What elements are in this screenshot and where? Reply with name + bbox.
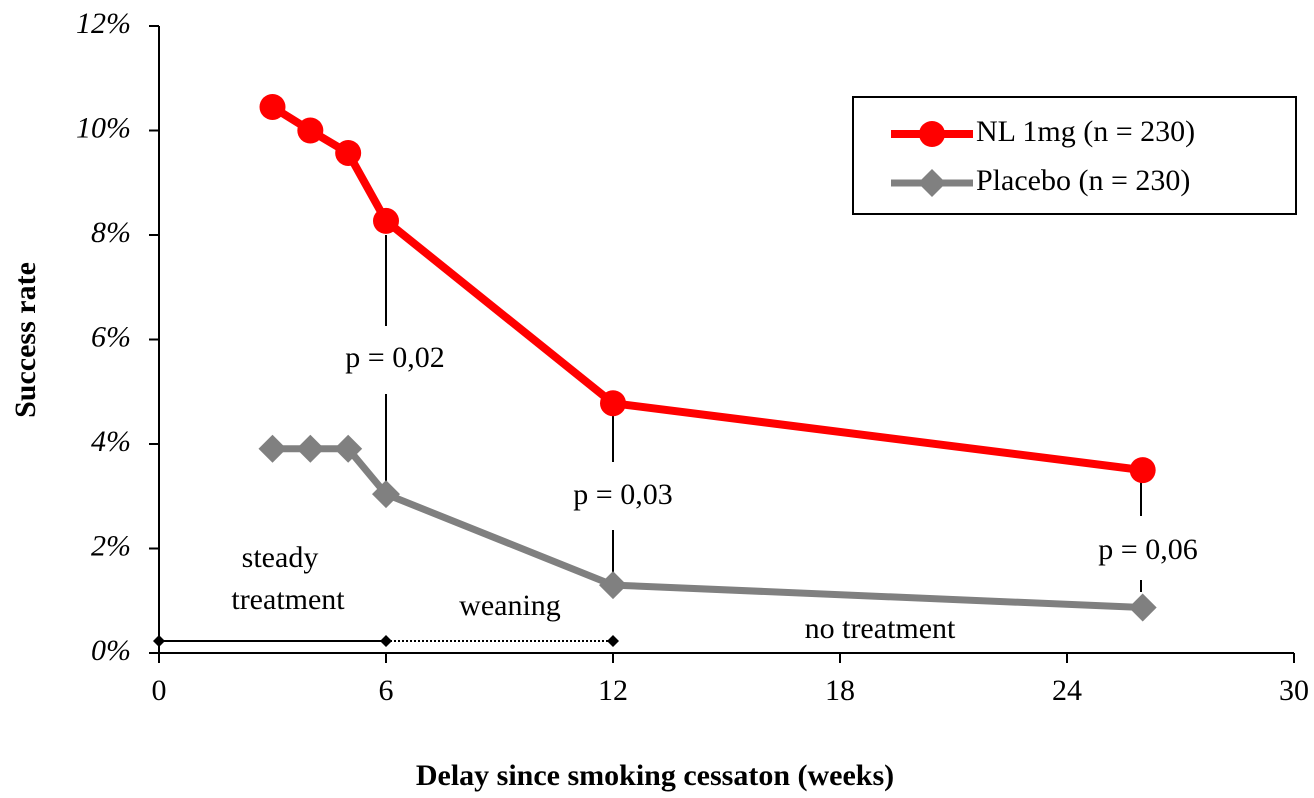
marker — [919, 121, 945, 147]
timeline-marker — [153, 635, 619, 647]
marker — [1129, 457, 1156, 484]
legend-box — [852, 96, 1297, 215]
x-tick-label: 6 — [379, 674, 394, 707]
marker — [297, 117, 324, 144]
annotation: p = 0,06 — [1098, 533, 1197, 566]
y-axis-label: Success rate — [9, 262, 42, 418]
y-tick-label: 4% — [91, 425, 131, 458]
marker — [335, 139, 362, 166]
marker — [599, 571, 627, 600]
marker — [600, 390, 626, 417]
legend-label: NL 1mg (n = 230) — [976, 115, 1195, 148]
marker — [373, 207, 399, 234]
y-tick-label: 6% — [91, 320, 131, 353]
annotation: p = 0,02 — [345, 341, 444, 374]
annotation: p = 0,03 — [573, 478, 672, 511]
marker — [258, 434, 287, 463]
x-tick-label: 18 — [825, 674, 855, 707]
marker — [296, 434, 325, 463]
marker — [918, 169, 946, 197]
y-tick-label: 10% — [76, 111, 131, 144]
annotation: treatment — [231, 583, 345, 616]
x-tick-label: 24 — [1052, 674, 1082, 707]
y-tick-label: 8% — [91, 216, 131, 249]
y-tick-label: 12% — [76, 7, 131, 40]
legend-label: Placebo (n = 230) — [976, 164, 1190, 197]
timeline — [153, 635, 619, 647]
x-tick-label: 30 — [1279, 674, 1309, 707]
marker — [259, 93, 286, 120]
x-axis-label: Delay since smoking cessaton (weeks) — [416, 759, 894, 792]
annotation: steady — [242, 541, 319, 574]
marker — [372, 480, 400, 509]
marker — [334, 434, 363, 463]
series-line — [272, 445, 1143, 612]
x-tick-label: 0 — [152, 674, 167, 707]
y-tick-label: 0% — [91, 634, 131, 667]
marker — [1128, 593, 1157, 622]
p-lines — [385, 235, 1142, 592]
annotation: no treatment — [805, 612, 956, 645]
x-tick-label: 12 — [598, 674, 628, 707]
annotation: weaning — [459, 589, 561, 622]
y-tick-label: 2% — [91, 529, 131, 562]
